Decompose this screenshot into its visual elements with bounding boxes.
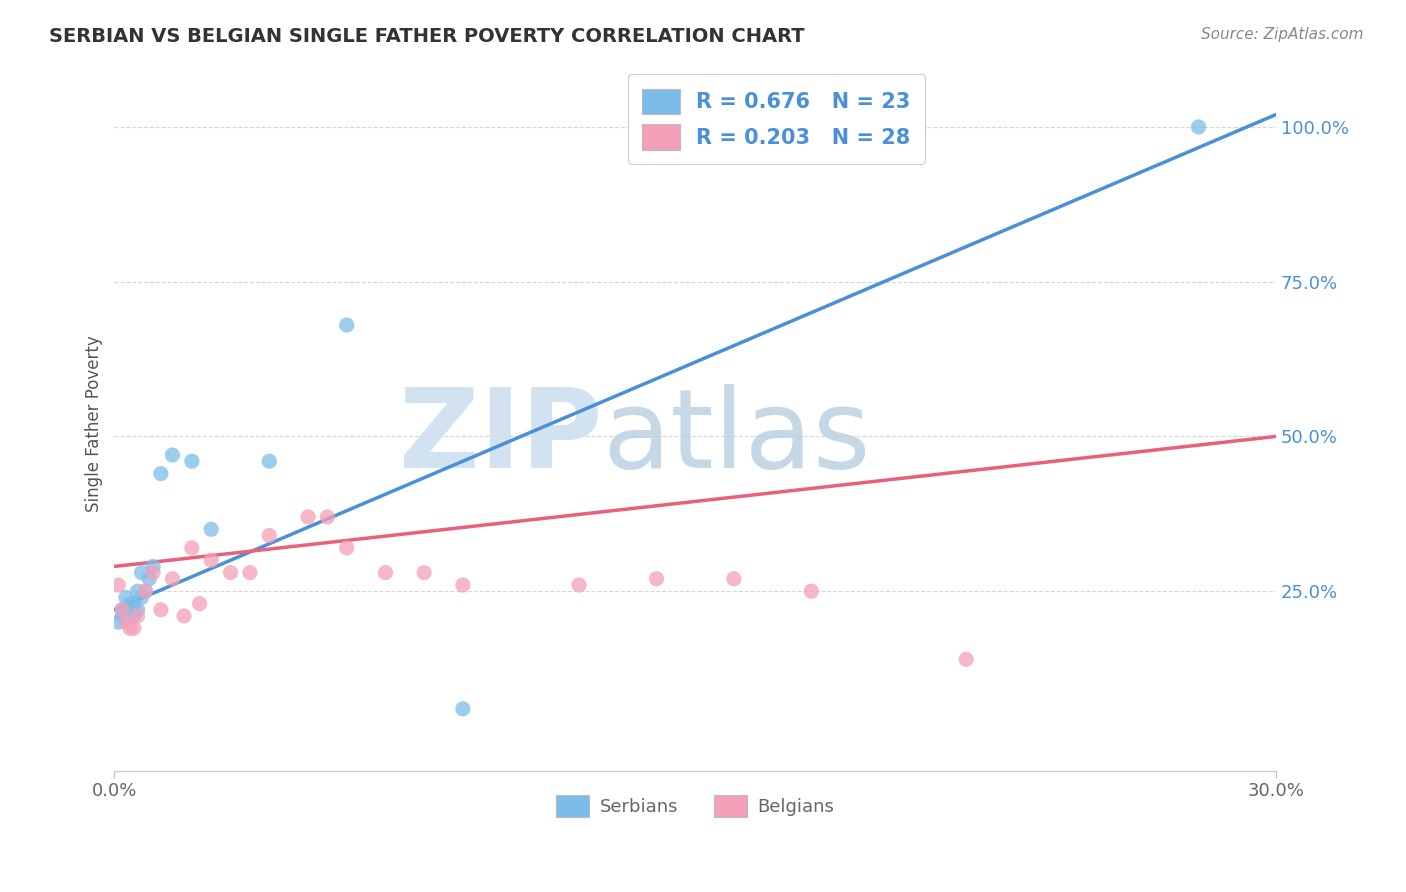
Point [127,609,149,624]
Point [127,584,149,599]
Point [118,621,141,635]
Point [134,584,156,599]
Point [239,566,262,580]
Point [115,615,138,629]
Text: atlas: atlas [602,384,870,491]
Point [111,603,134,617]
Point [180,454,202,468]
Point [162,572,184,586]
Point [115,603,138,617]
Point [1187,120,1209,134]
Point [149,603,172,617]
Y-axis label: Single Father Poverty: Single Father Poverty [86,335,103,512]
Point [200,522,222,536]
Point [111,609,134,624]
Point [645,572,668,586]
Point [336,318,359,332]
Point [107,578,129,592]
Point [374,566,396,580]
Point [413,566,436,580]
Text: Source: ZipAtlas.com: Source: ZipAtlas.com [1201,27,1364,42]
Point [259,528,281,542]
Point [723,572,745,586]
Point [115,591,138,605]
Point [188,597,211,611]
Point [122,621,145,635]
Point [122,609,145,624]
Point [149,467,172,481]
Point [336,541,359,555]
Point [107,615,129,629]
Text: ZIP: ZIP [399,384,602,491]
Point [451,578,474,592]
Point [131,591,153,605]
Point [118,597,141,611]
Point [127,603,149,617]
Point [122,597,145,611]
Text: SERBIAN VS BELGIAN SINGLE FATHER POVERTY CORRELATION CHART: SERBIAN VS BELGIAN SINGLE FATHER POVERTY… [49,27,804,45]
Legend: Serbians, Belgians: Serbians, Belgians [548,788,841,824]
Point [162,448,184,462]
Point [955,652,977,666]
Point [259,454,281,468]
Point [200,553,222,567]
Point [134,584,156,599]
Point [142,559,165,574]
Point [451,702,474,716]
Point [297,509,319,524]
Point [316,509,339,524]
Point [142,566,165,580]
Point [138,572,160,586]
Point [568,578,591,592]
Point [131,566,153,580]
Point [173,609,195,624]
Point [180,541,202,555]
Point [800,584,823,599]
Point [219,566,242,580]
Point [111,603,134,617]
